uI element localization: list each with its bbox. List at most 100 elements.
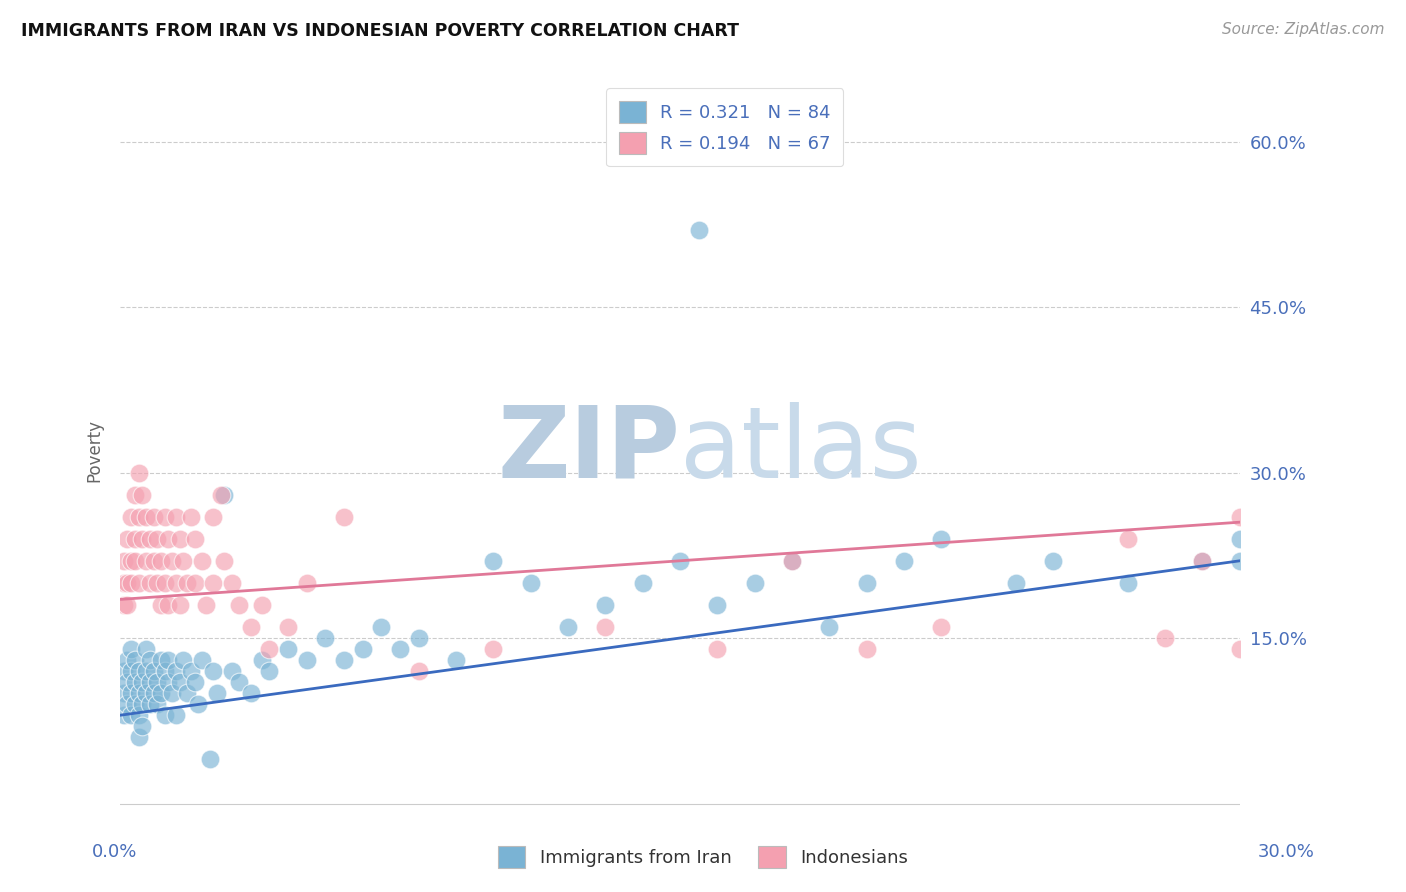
Point	[929, 532, 952, 546]
Point	[120, 554, 142, 568]
Point	[157, 653, 180, 667]
Point	[408, 664, 430, 678]
Point	[146, 532, 169, 546]
Point	[112, 686, 135, 700]
Point	[214, 554, 236, 568]
Point	[250, 598, 273, 612]
Point	[277, 642, 299, 657]
Point	[128, 575, 150, 590]
Point	[191, 554, 214, 568]
Point	[1191, 554, 1213, 568]
Point	[221, 664, 243, 678]
Point	[780, 554, 803, 568]
Text: Source: ZipAtlas.com: Source: ZipAtlas.com	[1222, 22, 1385, 37]
Point	[139, 675, 162, 690]
Point	[124, 554, 146, 568]
Point	[1229, 532, 1251, 546]
Point	[1116, 532, 1139, 546]
Point	[295, 653, 318, 667]
Point	[557, 620, 579, 634]
Point	[131, 675, 153, 690]
Point	[706, 642, 728, 657]
Point	[128, 731, 150, 745]
Point	[1229, 642, 1251, 657]
Legend: R = 0.321   N = 84, R = 0.194   N = 67: R = 0.321 N = 84, R = 0.194 N = 67	[606, 88, 844, 167]
Point	[205, 686, 228, 700]
Point	[128, 509, 150, 524]
Point	[183, 575, 205, 590]
Text: ZIP: ZIP	[496, 402, 681, 499]
Point	[120, 708, 142, 723]
Point	[214, 487, 236, 501]
Point	[1004, 575, 1026, 590]
Point	[408, 631, 430, 645]
Y-axis label: Poverty: Poverty	[86, 419, 103, 482]
Point	[120, 686, 142, 700]
Point	[139, 575, 162, 590]
Point	[352, 642, 374, 657]
Point	[165, 575, 187, 590]
Point	[142, 509, 165, 524]
Point	[1191, 554, 1213, 568]
Point	[153, 708, 176, 723]
Point	[183, 532, 205, 546]
Point	[209, 487, 232, 501]
Point	[124, 675, 146, 690]
Point	[124, 532, 146, 546]
Point	[150, 686, 173, 700]
Point	[157, 675, 180, 690]
Point	[172, 554, 194, 568]
Point	[277, 620, 299, 634]
Point	[150, 598, 173, 612]
Point	[176, 575, 198, 590]
Point	[893, 554, 915, 568]
Point	[146, 675, 169, 690]
Point	[153, 575, 176, 590]
Point	[259, 664, 281, 678]
Point	[688, 223, 710, 237]
Point	[239, 686, 262, 700]
Point	[295, 575, 318, 590]
Point	[929, 620, 952, 634]
Point	[124, 653, 146, 667]
Point	[150, 653, 173, 667]
Point	[669, 554, 692, 568]
Point	[706, 598, 728, 612]
Point	[157, 532, 180, 546]
Point	[128, 466, 150, 480]
Point	[135, 664, 157, 678]
Point	[117, 697, 139, 711]
Point	[631, 575, 654, 590]
Point	[142, 664, 165, 678]
Point	[1116, 575, 1139, 590]
Point	[157, 598, 180, 612]
Point	[112, 575, 135, 590]
Point	[855, 575, 877, 590]
Point	[169, 598, 191, 612]
Point	[191, 653, 214, 667]
Point	[169, 675, 191, 690]
Point	[1229, 509, 1251, 524]
Point	[314, 631, 336, 645]
Point	[1229, 554, 1251, 568]
Point	[202, 509, 225, 524]
Point	[482, 554, 505, 568]
Point	[124, 697, 146, 711]
Point	[239, 620, 262, 634]
Point	[172, 653, 194, 667]
Point	[228, 598, 250, 612]
Point	[146, 575, 169, 590]
Point	[250, 653, 273, 667]
Point	[160, 554, 183, 568]
Point	[780, 554, 803, 568]
Point	[117, 675, 139, 690]
Point	[112, 664, 135, 678]
Point	[593, 620, 616, 634]
Point	[228, 675, 250, 690]
Point	[135, 686, 157, 700]
Text: 0.0%: 0.0%	[91, 843, 136, 861]
Point	[370, 620, 392, 634]
Point	[112, 708, 135, 723]
Point	[388, 642, 411, 657]
Point	[128, 664, 150, 678]
